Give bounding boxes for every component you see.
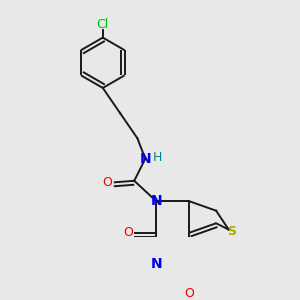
Text: N: N — [151, 194, 162, 208]
Text: O: O — [184, 287, 194, 300]
Text: S: S — [227, 225, 236, 238]
Text: O: O — [103, 176, 112, 189]
Text: N: N — [151, 257, 162, 271]
Text: Cl: Cl — [97, 19, 109, 32]
Text: N: N — [140, 152, 151, 166]
Text: H: H — [153, 151, 163, 164]
Text: O: O — [123, 226, 133, 239]
